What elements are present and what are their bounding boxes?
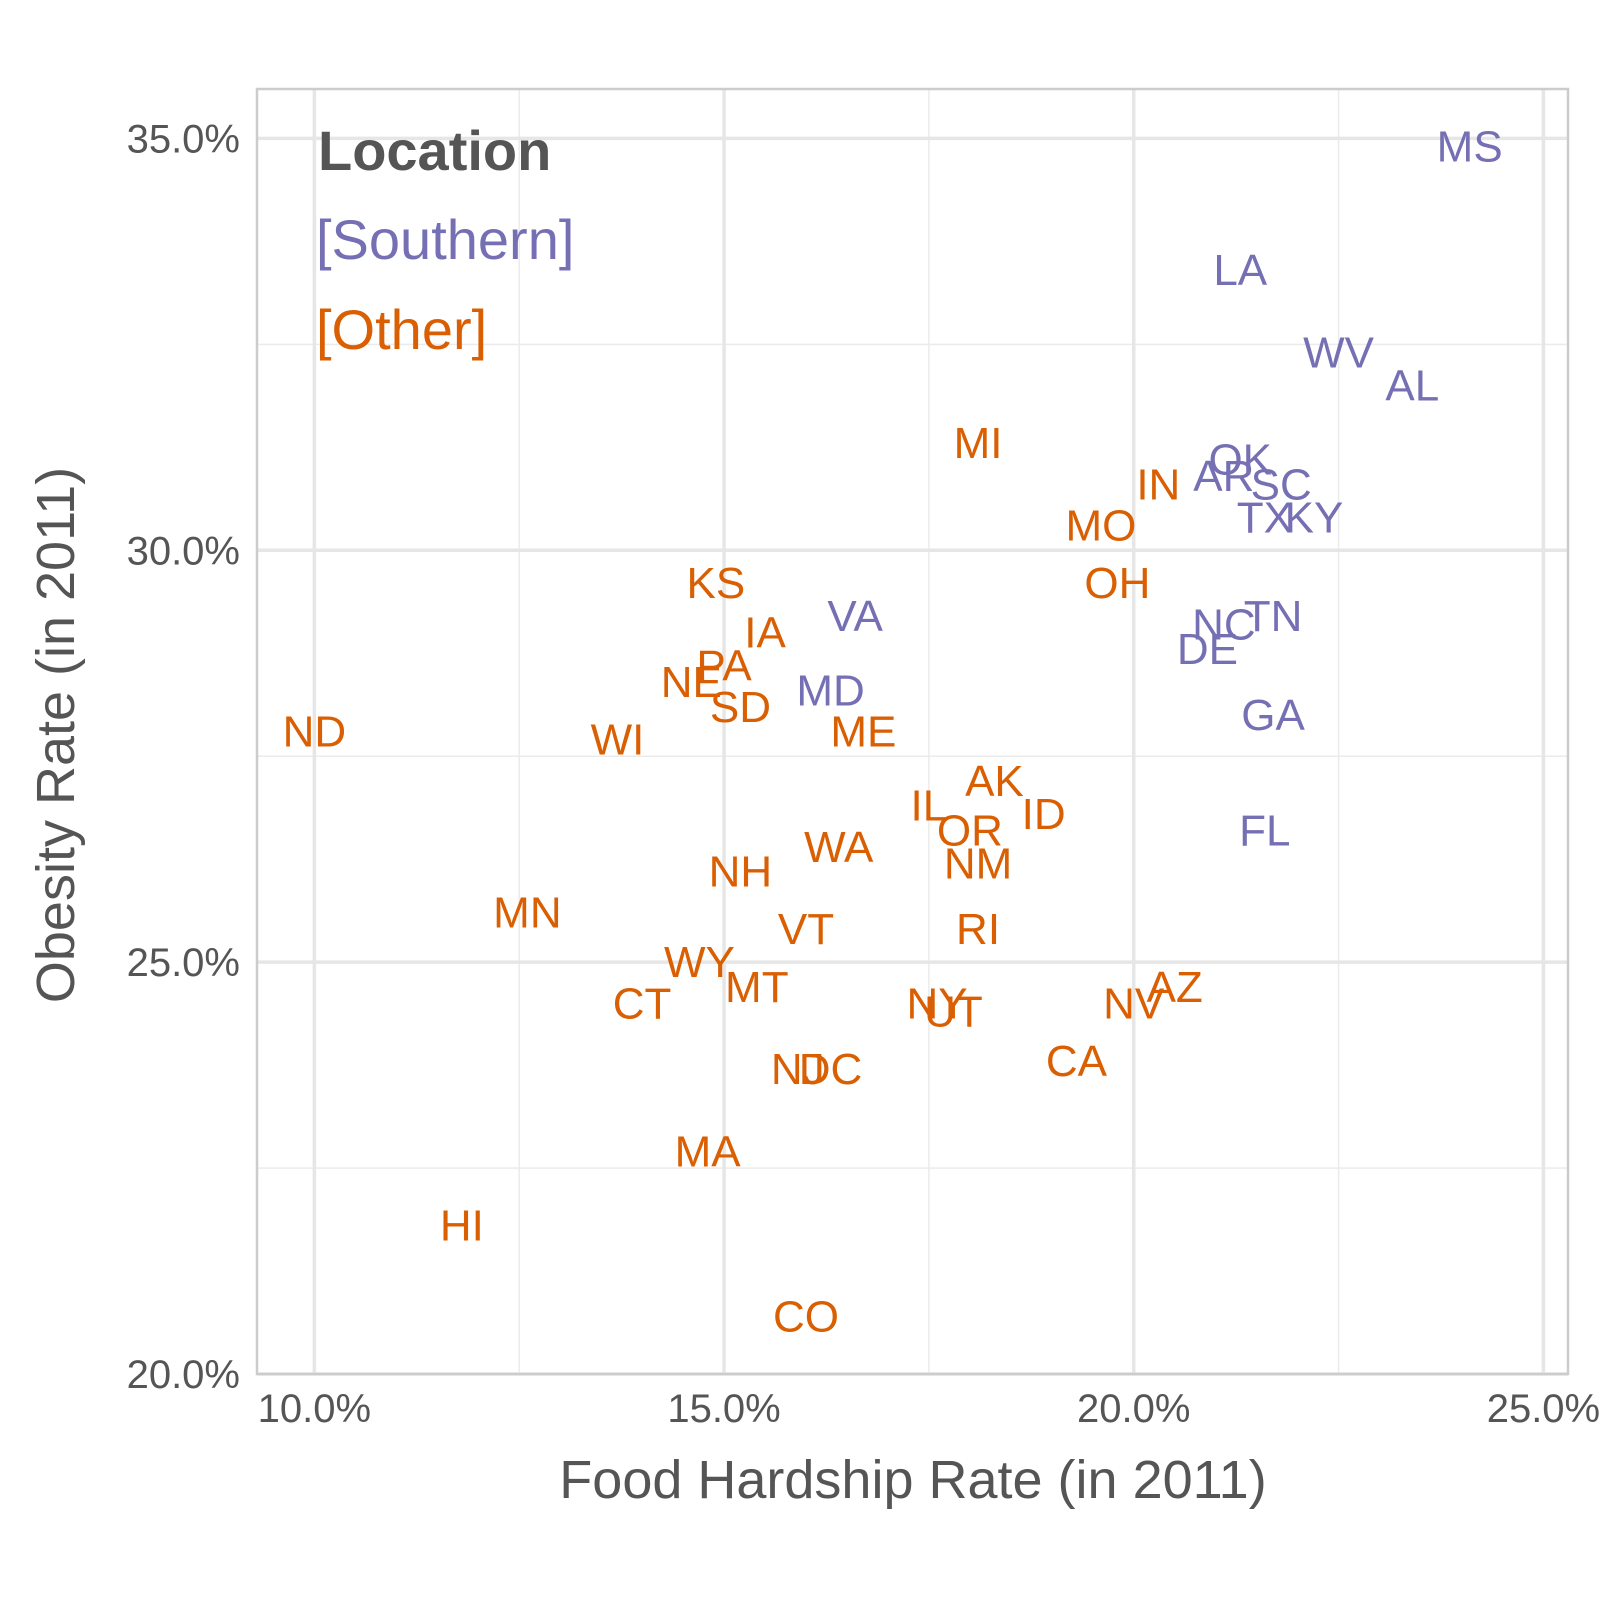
point-label-mn: MN [493, 889, 561, 938]
point-label-ok: OK [1208, 436, 1272, 485]
point-label-oh: OH [1084, 559, 1150, 608]
point-label-in: IN [1136, 460, 1180, 509]
point-label-ne: NE [661, 658, 722, 707]
point-label-co: CO [773, 1292, 839, 1341]
point-label-mo: MO [1066, 502, 1137, 551]
point-label-dc: DC [799, 1045, 863, 1094]
point-label-tn: TN [1244, 592, 1303, 641]
point-label-ak: AK [965, 757, 1024, 806]
point-label-ks: KS [686, 559, 745, 608]
point-label-wa: WA [804, 823, 874, 872]
point-label-wi: WI [591, 716, 645, 765]
point-label-va: VA [827, 592, 883, 641]
point-label-pa: PA [696, 642, 752, 691]
point-label-nv: NV [1103, 979, 1165, 1028]
y-axis-title: Obesity Rate (in 2011) [26, 467, 86, 1003]
point-label-ga: GA [1241, 691, 1305, 740]
point-label-il: IL [911, 782, 948, 831]
point-label-ut: UT [924, 988, 983, 1037]
point-label-ms: MS [1437, 123, 1503, 172]
x-axis-tick-labels: 10.0% 15.0% 20.0% 25.0% [258, 1387, 1600, 1431]
point-label-hi: HI [440, 1202, 484, 1251]
point-label-vt: VT [778, 905, 834, 954]
x-tick-label: 15.0% [667, 1387, 780, 1431]
point-label-nm: NM [944, 839, 1012, 888]
point-label-al: AL [1385, 362, 1439, 411]
point-label-id: ID [1022, 790, 1066, 839]
point-label-mi: MI [954, 419, 1003, 468]
point-label-nh: NH [709, 848, 773, 897]
legend-title: Location [318, 119, 551, 182]
x-tick-label: 25.0% [1487, 1387, 1600, 1431]
point-label-ct: CT [613, 979, 672, 1028]
x-tick-label: 10.0% [258, 1387, 371, 1431]
point-label-md: MD [796, 666, 864, 715]
legend: Location [Southern] [Other] [316, 119, 574, 361]
point-label-wy: WY [664, 938, 735, 987]
point-label-nc: NC [1192, 600, 1256, 649]
point-label-ky: KY [1285, 493, 1344, 542]
point-label-wv: WV [1303, 329, 1375, 378]
point-label-la: LA [1213, 246, 1267, 295]
point-label-or: OR [937, 806, 1003, 855]
x-tick-label: 20.0% [1077, 1387, 1190, 1431]
point-label-sc: SC [1251, 460, 1312, 509]
minor-gridlines [257, 89, 1568, 1374]
legend-item-other: [Other] [316, 298, 487, 361]
plot-panel-border [255, 87, 1570, 1376]
point-label-nj: NJ [771, 1045, 825, 1094]
y-tick-label: 20.0% [127, 1353, 240, 1397]
point-label-ri: RI [956, 905, 1000, 954]
point-label-ny: NY [907, 979, 968, 1028]
point-label-mt: MT [725, 963, 789, 1012]
point-label-ar: AR [1193, 452, 1254, 501]
y-axis-tick-labels: 20.0% 25.0% 30.0% 35.0% [127, 117, 240, 1397]
point-label-nd: ND [283, 708, 347, 757]
point-label-az: AZ [1147, 963, 1203, 1012]
point-label-ca: CA [1046, 1037, 1108, 1086]
y-tick-label: 35.0% [127, 117, 240, 161]
point-label-sd: SD [710, 683, 771, 732]
y-tick-label: 30.0% [127, 529, 240, 573]
point-label-tx: TX [1237, 493, 1293, 542]
point-label-me: ME [830, 708, 896, 757]
point-label-ma: MA [675, 1128, 742, 1177]
point-label-fl: FL [1239, 806, 1290, 855]
point-label-de: DE [1177, 625, 1238, 674]
x-axis-title: Food Hardship Rate (in 2011) [559, 1450, 1266, 1510]
y-tick-label: 25.0% [127, 941, 240, 985]
point-label-ia: IA [744, 609, 786, 658]
legend-item-southern: [Southern] [316, 208, 574, 271]
